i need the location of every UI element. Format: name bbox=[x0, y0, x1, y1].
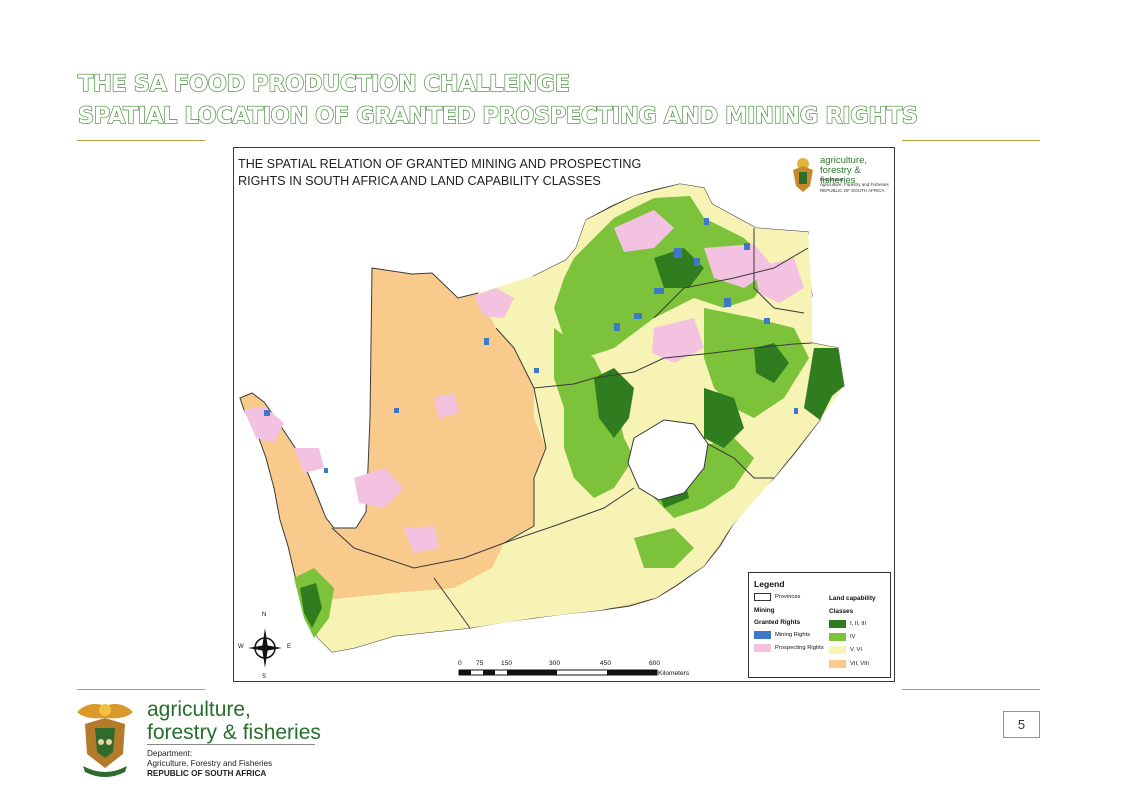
lesotho bbox=[627, 419, 709, 501]
scale-tick-label: 0 bbox=[458, 660, 462, 667]
top-divider-right bbox=[902, 140, 1040, 141]
bottom-divider-left bbox=[77, 689, 205, 690]
legend-title: Legend bbox=[754, 579, 785, 589]
prospecting-rights-swatch bbox=[754, 644, 771, 652]
coat-of-arms-icon bbox=[77, 704, 133, 777]
legend-item-class-vii-viii: VII, VIII bbox=[829, 660, 869, 668]
page-number: 5 bbox=[1003, 711, 1040, 738]
south-africa-land-capability-map bbox=[239, 183, 845, 653]
map-logo-name: agriculture, forestry & fisheries bbox=[820, 155, 867, 186]
slide-title-line-2: SPATIAL LOCATION OF GRANTED PROSPECTING … bbox=[77, 102, 918, 129]
compass-s: S bbox=[262, 674, 267, 680]
class-v-vi-swatch bbox=[829, 646, 846, 654]
class-iv-swatch bbox=[829, 633, 846, 641]
mining-rights bbox=[264, 218, 798, 473]
scale-tick-label: 450 bbox=[600, 660, 612, 667]
legend-classes-heading: Classes bbox=[829, 608, 854, 615]
map-logo-subtitle: Department: Agriculture, Forestry and Fi… bbox=[820, 177, 889, 193]
logo-department-text: Department: Agriculture, Forestry and Fi… bbox=[147, 749, 273, 768]
logo-name-line-2: forestry & fisheries bbox=[147, 721, 321, 744]
map-legend: Legend Provinces Mining Granted Rights M… bbox=[748, 572, 891, 678]
province-boundaries bbox=[331, 228, 813, 629]
scale-bar: 0 75 150 300 450 600 Kilometers bbox=[458, 660, 738, 681]
legend-item-class-v-vi: V, VI bbox=[829, 646, 862, 654]
legend-item-class-iv: IV bbox=[829, 633, 855, 641]
map-agency-logo: agriculture, forestry & fisheries Depart… bbox=[790, 154, 890, 200]
legend-granted-heading: Granted Rights bbox=[754, 619, 801, 626]
slide-title-line-1: THE SA FOOD PRODUCTION CHALLENGE bbox=[77, 70, 570, 97]
scale-bar-graphic bbox=[458, 669, 658, 676]
bottom-divider-right bbox=[902, 689, 1040, 690]
class-vii-viii-swatch bbox=[829, 660, 846, 668]
legend-land-heading: Land capability bbox=[829, 595, 876, 602]
scale-tick-label: 150 bbox=[501, 660, 513, 667]
coat-of-arms-icon bbox=[793, 158, 813, 192]
compass-w: W bbox=[238, 644, 244, 650]
legend-mining-heading: Mining bbox=[754, 607, 775, 614]
map-title: THE SPATIAL RELATION OF GRANTED MINING A… bbox=[238, 157, 642, 188]
prospecting-rights bbox=[244, 210, 804, 553]
top-divider-left bbox=[77, 140, 205, 141]
compass-n: N bbox=[262, 612, 267, 618]
legend-item-prospecting-rights: Prospecting Rights bbox=[754, 644, 824, 652]
compass-e: E bbox=[287, 644, 292, 650]
scale-unit-label: Kilometers bbox=[658, 670, 690, 677]
mining-rights-swatch bbox=[754, 631, 771, 639]
map-figure: THE SPATIAL RELATION OF GRANTED MINING A… bbox=[233, 147, 895, 682]
scale-tick-label: 600 bbox=[649, 660, 661, 667]
scale-tick-label: 75 bbox=[476, 660, 484, 667]
compass-rose-icon bbox=[248, 628, 282, 668]
land-class-i-iii bbox=[300, 248, 844, 628]
logo-country-text: REPUBLIC OF SOUTH AFRICA bbox=[147, 769, 267, 778]
class-i-iii-swatch bbox=[829, 620, 846, 628]
logo-divider bbox=[147, 744, 315, 745]
legend-item-provinces: Provinces bbox=[754, 593, 800, 601]
north-arrow: N S W E bbox=[238, 612, 292, 680]
scale-tick-label: 300 bbox=[549, 660, 561, 667]
provinces-swatch bbox=[754, 593, 771, 601]
department-logo: agriculture, forestry & fisheries Depart… bbox=[75, 698, 335, 780]
logo-name-line-1: agriculture, bbox=[147, 698, 251, 721]
logo-wordmark: agriculture, forestry & fisheries bbox=[147, 698, 321, 744]
legend-item-mining-rights: Mining Rights bbox=[754, 631, 810, 639]
legend-item-class-i-iii: I, II, III bbox=[829, 620, 866, 628]
